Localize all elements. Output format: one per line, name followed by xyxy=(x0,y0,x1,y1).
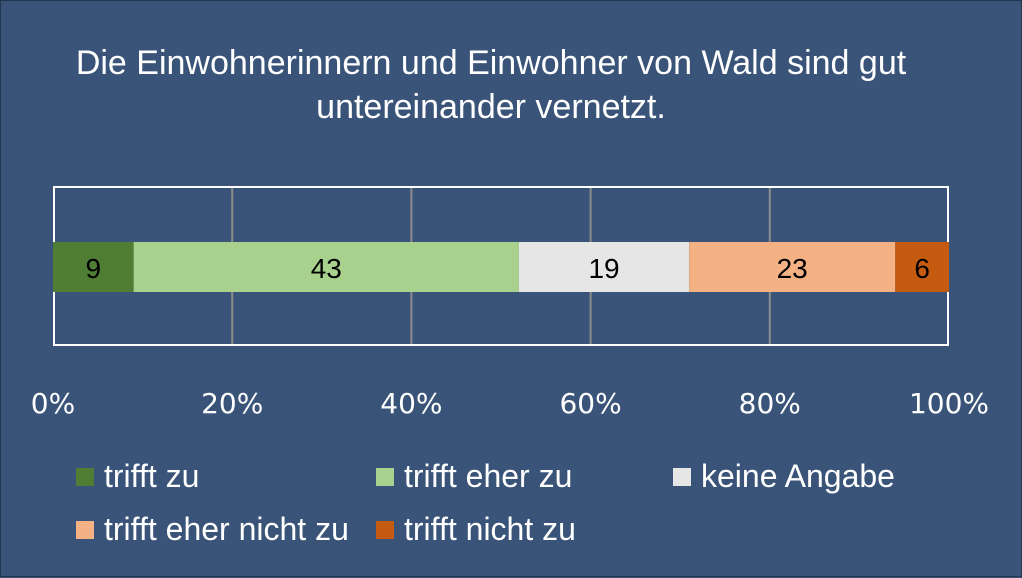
data-label: 43 xyxy=(311,253,342,284)
data-label: 19 xyxy=(588,253,619,284)
bar-segment xyxy=(518,242,690,292)
bar-segment xyxy=(53,242,134,292)
x-tick-label: 40% xyxy=(380,387,442,420)
x-tick-label: 100% xyxy=(909,387,989,420)
x-tick-label: 60% xyxy=(559,387,621,420)
data-label: 23 xyxy=(777,253,808,284)
bar-segment xyxy=(895,242,949,292)
x-tick-label: 20% xyxy=(201,387,263,420)
data-label: 9 xyxy=(86,253,102,284)
chart-title: Die Einwohnerinnern und Einwohner von Wa… xyxy=(75,44,907,126)
data-label: 6 xyxy=(914,253,930,284)
x-tick-label: 0% xyxy=(31,387,75,420)
bar-segment xyxy=(133,242,519,292)
x-tick-label: 80% xyxy=(739,387,801,420)
bar-segment xyxy=(689,242,896,292)
